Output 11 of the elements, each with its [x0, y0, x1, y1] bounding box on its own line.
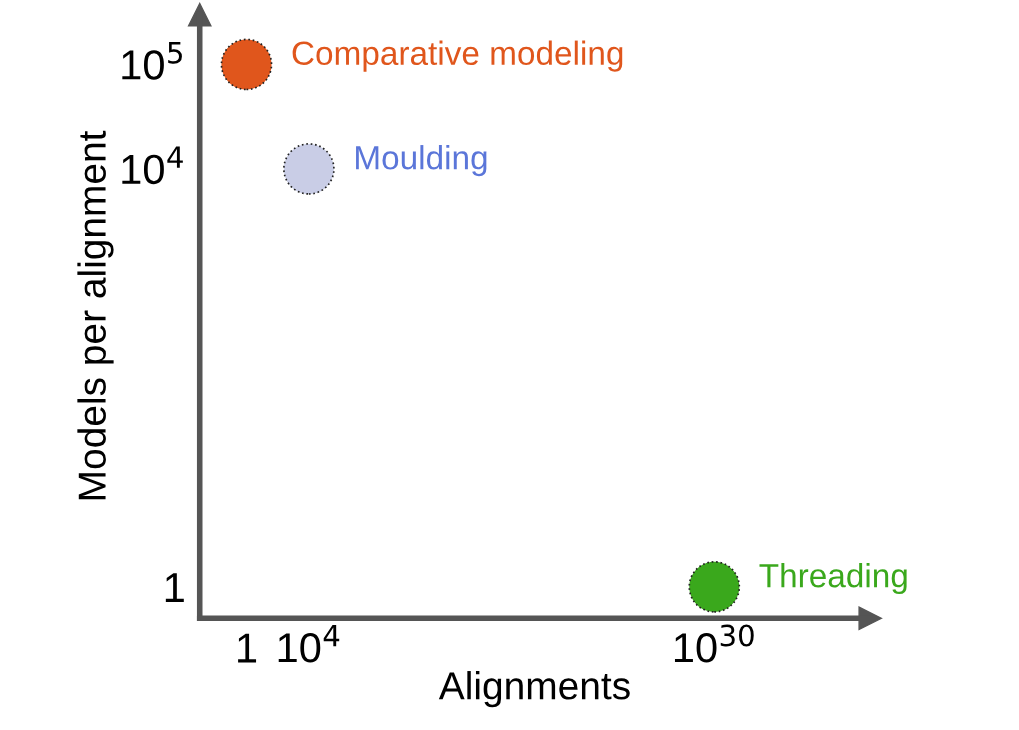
y-axis-title: Models per alignment — [77, 130, 114, 500]
y-tick-label: 10$^{4}$ — [122, 146, 183, 185]
x-tick-label: 10$^{4}$ — [278, 624, 340, 663]
y-tick-label: 10$^{5}$ — [122, 42, 182, 80]
x-tick-label: 1 — [238, 633, 257, 663]
x-tick-label: 10$^{30}$ — [674, 624, 754, 663]
series-label: Threading — [759, 562, 907, 595]
x-axis-title: Alignments — [438, 671, 630, 708]
y-tick-label: 1 — [165, 573, 184, 602]
series-label: Comparative modeling — [292, 40, 623, 72]
series-label: Moulding — [356, 145, 487, 177]
